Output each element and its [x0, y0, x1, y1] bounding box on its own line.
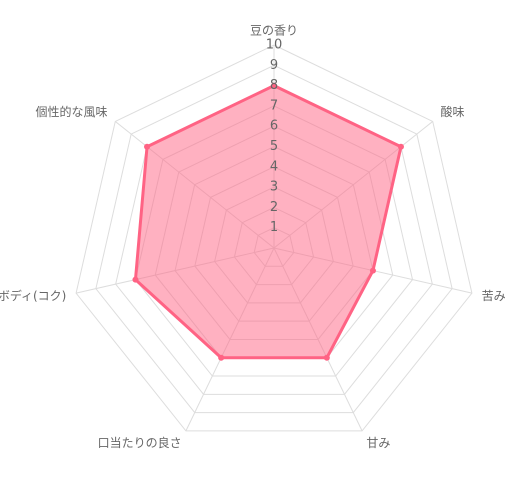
tick-label: 1	[270, 220, 278, 235]
data-point	[369, 267, 376, 274]
data-area	[133, 84, 403, 360]
tick-label: 7	[270, 98, 278, 113]
category-label: 酸味	[441, 104, 465, 119]
category-label: 甘み	[366, 436, 390, 450]
tick-label: 6	[270, 119, 278, 134]
grid-line	[75, 44, 473, 432]
tick-label: 10	[266, 38, 283, 53]
data-point	[323, 354, 330, 361]
tick-label: 9	[270, 58, 278, 73]
category-label: ボディ(コク)	[0, 288, 66, 303]
tick-label: 8	[270, 78, 278, 93]
grid-line	[115, 85, 433, 395]
category-label: 苦み	[482, 289, 506, 303]
tick-label: 2	[270, 200, 278, 215]
category-label: 個性的な風味	[35, 104, 107, 119]
tick-label: 3	[270, 180, 278, 195]
grid-line	[95, 64, 453, 414]
data-point	[144, 143, 151, 150]
data-point	[397, 143, 404, 150]
tick-label: 4	[270, 159, 278, 174]
data-point	[218, 354, 225, 361]
category-label: 豆の香り	[250, 24, 298, 38]
data-point	[271, 82, 277, 89]
tick-label: 5	[270, 139, 278, 154]
category-label: 口当たりの良さ	[98, 435, 182, 450]
data-point	[132, 276, 139, 283]
